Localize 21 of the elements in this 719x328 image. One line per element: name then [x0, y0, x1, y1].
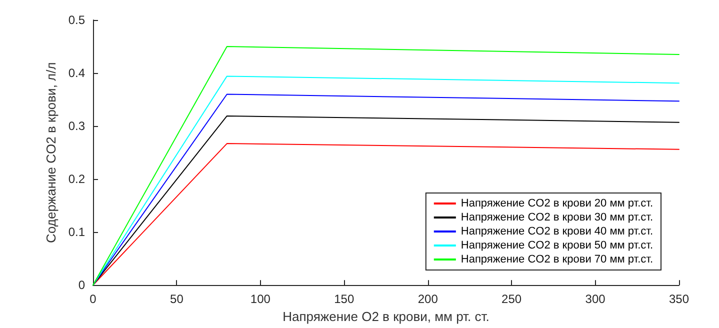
y-tick-label: 0.5	[68, 13, 86, 27]
legend-label: Напряжение CO2 в крови 50 мм рт.ст.	[460, 240, 654, 252]
x-tick-label: 150	[334, 292, 354, 306]
x-tick-label: 250	[502, 292, 522, 306]
legend-label: Напряжение CO2 в крови 20 мм рт.ст.	[460, 198, 654, 210]
x-tick-label: 350	[668, 292, 690, 306]
y-tick-label: 0.4	[68, 66, 86, 80]
x-tick-label: 200	[418, 292, 438, 306]
legend-label: Напряжение CO2 в крови 40 мм рт.ст.	[460, 226, 654, 238]
y-tick-label: 0.3	[68, 119, 86, 134]
x-tick-label: 100	[250, 292, 271, 306]
x-axis-title: Напряжение O2 в крови, мм рт. ст.	[282, 309, 490, 324]
legend-label: Напряжение CO2 в крови 30 мм рт.ст.	[460, 212, 654, 224]
x-tick-label: 50	[170, 292, 184, 306]
y-tick-label: 0.2	[68, 172, 86, 186]
legend-label: Напряжение CO2 в крови 70 мм рт.ст.	[460, 254, 654, 266]
y-axis-title: Содержание CO2 в крови, л/л	[43, 62, 58, 243]
y-tick-label: 0	[78, 278, 86, 292]
x-tick-label: 0	[90, 292, 97, 306]
y-tick-label: 0.1	[68, 225, 86, 240]
x-tick-label: 300	[585, 292, 606, 306]
